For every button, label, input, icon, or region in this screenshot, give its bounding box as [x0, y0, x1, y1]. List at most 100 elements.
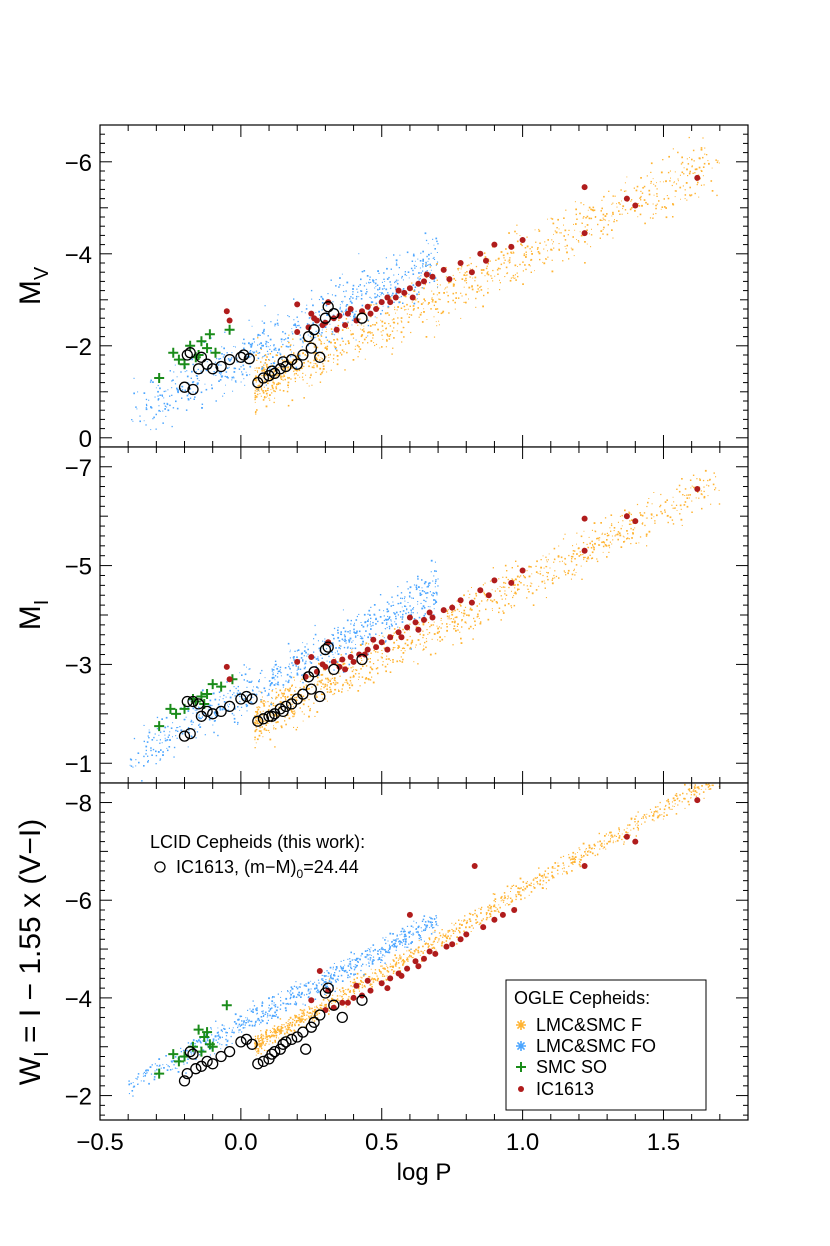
- data-point: [446, 291, 448, 293]
- data-point: [216, 681, 227, 692]
- data-point: [415, 586, 418, 588]
- data-point: [295, 1015, 297, 1017]
- data-point: [459, 631, 461, 633]
- data-point: [396, 281, 398, 283]
- data-point: [671, 519, 674, 521]
- data-point: [387, 299, 394, 306]
- data-point: [376, 979, 379, 982]
- data-point: [354, 315, 356, 317]
- data-point: [135, 765, 137, 767]
- data-point: [290, 709, 292, 711]
- data-point: [574, 550, 576, 552]
- data-point: [333, 339, 335, 341]
- data-point: [309, 709, 311, 712]
- panel-mv: −6−4−20 MV: [14, 124, 749, 453]
- data-point: [273, 348, 276, 351]
- data-point: [423, 614, 426, 617]
- data-point: [551, 239, 553, 241]
- data-point: [255, 729, 257, 731]
- data-point: [401, 618, 404, 620]
- data-point: [475, 592, 477, 595]
- data-point: [691, 500, 693, 502]
- data-point: [148, 729, 150, 731]
- data-point: [281, 692, 284, 695]
- data-point: [389, 334, 392, 336]
- data-point: [342, 998, 344, 1000]
- data-point: [594, 844, 596, 847]
- data-point: [621, 200, 622, 202]
- data-point: [474, 909, 476, 912]
- data-point: [626, 537, 629, 539]
- data-point: [315, 336, 317, 338]
- data-point: [684, 783, 686, 786]
- data-point: [308, 715, 310, 718]
- data-point: [522, 881, 525, 883]
- data-point: [487, 263, 489, 265]
- data-point: [407, 308, 409, 310]
- data-point: [570, 578, 572, 580]
- data-point: [358, 986, 360, 988]
- data-point: [490, 905, 492, 908]
- data-point: [426, 592, 429, 594]
- data-point: [282, 684, 285, 686]
- data-point: [423, 648, 425, 650]
- data-point: [268, 729, 270, 732]
- data-point: [426, 609, 433, 616]
- data-point: [441, 929, 443, 931]
- data-point: [171, 425, 173, 428]
- data-point: [520, 582, 522, 584]
- data-point: [355, 298, 358, 300]
- data-point: [487, 599, 489, 601]
- data-point: [253, 716, 254, 718]
- data-point: [318, 647, 320, 650]
- data-point: [218, 380, 220, 382]
- data-point: [294, 1023, 296, 1025]
- data-point: [623, 195, 630, 202]
- data-point: [619, 213, 621, 215]
- data-point: [358, 253, 360, 255]
- data-point: [587, 850, 589, 853]
- data-point: [459, 603, 461, 606]
- data-point: [369, 983, 371, 985]
- data-point: [352, 359, 355, 361]
- data-point: [676, 798, 679, 800]
- data-point: [456, 600, 458, 602]
- data-point: [187, 695, 199, 708]
- data-point: [337, 332, 339, 334]
- data-point: [188, 729, 190, 731]
- data-point: [427, 943, 429, 945]
- data-point: [275, 349, 277, 351]
- data-point: [332, 358, 335, 360]
- data-point: [401, 275, 403, 278]
- data-point: [281, 726, 283, 729]
- data-point: [588, 844, 591, 847]
- data-point: [313, 1011, 315, 1013]
- data-point: [404, 273, 406, 276]
- data-point: [233, 714, 235, 716]
- data-point: [558, 243, 560, 245]
- data-point: [409, 623, 411, 625]
- data-point: [602, 213, 605, 216]
- data-point: [475, 306, 477, 308]
- data-point: [220, 358, 222, 360]
- data-point: [312, 643, 315, 646]
- data-point: [652, 815, 654, 817]
- data-point: [207, 679, 218, 690]
- data-point: [530, 271, 532, 273]
- data-point: [384, 641, 387, 643]
- data-point: [354, 632, 356, 634]
- data-point: [650, 513, 653, 516]
- data-point: [591, 557, 594, 559]
- data-point: [167, 736, 169, 738]
- data-point: [571, 555, 574, 558]
- data-point: [407, 321, 410, 323]
- data-point: [380, 319, 382, 321]
- data-point: [530, 566, 532, 568]
- data-point: [703, 166, 705, 168]
- data-point: [546, 566, 548, 568]
- data-point: [657, 810, 659, 812]
- data-point: [176, 727, 178, 729]
- data-point: [223, 708, 226, 711]
- data-point: [452, 644, 454, 646]
- data-point: [380, 972, 382, 974]
